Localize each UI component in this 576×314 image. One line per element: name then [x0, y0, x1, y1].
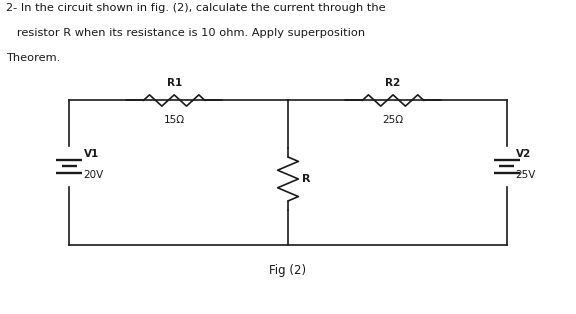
- Text: Fig (2): Fig (2): [270, 264, 306, 277]
- Text: 15Ω: 15Ω: [164, 115, 185, 125]
- Text: V2: V2: [516, 149, 530, 159]
- Text: R: R: [302, 174, 311, 184]
- Text: R2: R2: [385, 78, 401, 88]
- Text: V1: V1: [84, 149, 98, 159]
- Text: R1: R1: [166, 78, 182, 88]
- Text: Theorem.: Theorem.: [6, 53, 60, 63]
- Text: 25Ω: 25Ω: [382, 115, 404, 125]
- Text: 25V: 25V: [516, 170, 536, 180]
- Text: resistor R when its resistance is 10 ohm. Apply superposition: resistor R when its resistance is 10 ohm…: [6, 28, 365, 38]
- Text: 20V: 20V: [84, 170, 104, 180]
- Text: 2- In the circuit shown in fig. (2), calculate the current through the: 2- In the circuit shown in fig. (2), cal…: [6, 3, 385, 13]
